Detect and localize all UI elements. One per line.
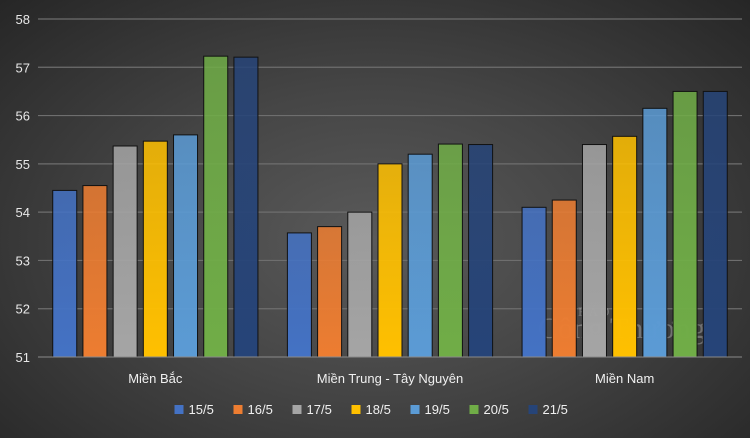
bar-19-5-2: [642, 107, 668, 358]
bar-18-5-2: [612, 135, 638, 358]
legend-swatch: [174, 405, 184, 414]
bar-18-5-1: [377, 163, 403, 358]
bar-19-5-0: [173, 134, 199, 358]
bar-21-5-0: [233, 56, 259, 358]
bar-16-5-1: [317, 226, 343, 358]
legend-label: 18/5: [366, 402, 391, 417]
legend-swatch: [410, 405, 420, 414]
bar-21-5-1: [468, 144, 494, 358]
bar-15-5-1: [286, 232, 312, 358]
bar-17-5-0: [112, 145, 138, 358]
bar-17-5-1: [347, 211, 373, 358]
category-label: Miền Trung - Tây Nguyên: [317, 371, 463, 386]
bars: [52, 55, 728, 358]
bar-16-5-2: [551, 199, 577, 358]
category-labels: Miền Bắc Miền Trung - Tây Nguyên Miền Nam: [128, 371, 654, 386]
y-tick-label: 55: [16, 157, 30, 172]
legend-label: 15/5: [189, 402, 214, 417]
bar-19-5-1: [407, 153, 433, 358]
category-label: Miền Nam: [595, 371, 654, 386]
legend-swatch: [351, 405, 361, 414]
category-label: Miền Bắc: [128, 371, 183, 386]
y-tick-label: 53: [16, 253, 30, 268]
bar-18-5-0: [142, 140, 168, 358]
legend-label: 17/5: [307, 402, 332, 417]
legend-swatch: [528, 405, 538, 414]
y-tick-label: 56: [16, 109, 30, 124]
legend-label: 16/5: [248, 402, 273, 417]
y-tick-label: 58: [16, 12, 30, 27]
bar-15-5-2: [521, 206, 547, 358]
y-tick-label: 51: [16, 350, 30, 365]
bar-21-5-2: [702, 90, 728, 358]
legend: 15/5 16/5 17/5 18/5 19/5 20/5 21/5: [174, 402, 568, 417]
y-axis-ticks: 51 52 53 54 55 56 57 58: [16, 12, 30, 365]
legend-label: 21/5: [543, 402, 568, 417]
y-tick-label: 52: [16, 302, 30, 317]
bar-20-5-0: [203, 55, 229, 358]
bar-16-5-0: [82, 185, 108, 358]
bar-17-5-2: [581, 144, 607, 358]
y-tick-label: 57: [16, 60, 30, 75]
bar-20-5-2: [672, 90, 698, 358]
y-tick-label: 54: [16, 205, 30, 220]
legend-swatch: [292, 405, 302, 414]
legend-swatch: [233, 405, 243, 414]
legend-swatch: [469, 405, 479, 414]
bar-15-5-0: [52, 189, 78, 358]
bar-20-5-1: [437, 143, 463, 358]
legend-label: 20/5: [484, 402, 509, 417]
legend-label: 19/5: [425, 402, 450, 417]
